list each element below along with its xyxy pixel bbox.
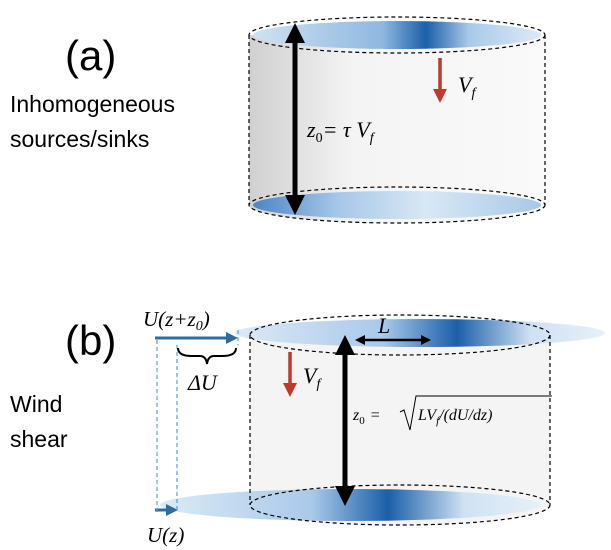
wind-guide: [157, 330, 238, 512]
description: sources/sinks: [10, 126, 149, 152]
diagram: (a) Inhomogeneous sources/sinks Vf z0= τ…: [0, 0, 611, 550]
subscript: 0: [316, 131, 323, 146]
length-label: L: [377, 313, 390, 338]
subscript: 0: [196, 319, 203, 334]
symbol: = τ V: [323, 117, 373, 142]
panel-label: (a): [65, 32, 116, 79]
upper-wind-label: U(z+z0): [143, 307, 210, 334]
symbol: z: [306, 117, 316, 142]
description: Inhomogeneous: [10, 91, 175, 117]
symbol: ): [202, 307, 210, 331]
shear-label: ΔU: [187, 370, 219, 395]
description: shear: [10, 426, 68, 452]
panel-b: (b) Wind shear U(z+z0) ΔU L Vf z0=LVf/(d…: [10, 307, 605, 547]
panel-label: (b): [65, 317, 116, 364]
description: Wind: [10, 391, 62, 417]
symbol: /(dU/dz): [438, 407, 492, 424]
subscript: 0: [359, 415, 365, 427]
lower-wind-label: U(z): [147, 523, 184, 547]
symbol: =: [371, 407, 380, 424]
cloud: [160, 489, 540, 521]
panel-a: (a) Inhomogeneous sources/sinks Vf z0= τ…: [10, 17, 545, 223]
symbol: U(z+z: [143, 307, 196, 331]
shear-brace: [178, 348, 236, 364]
